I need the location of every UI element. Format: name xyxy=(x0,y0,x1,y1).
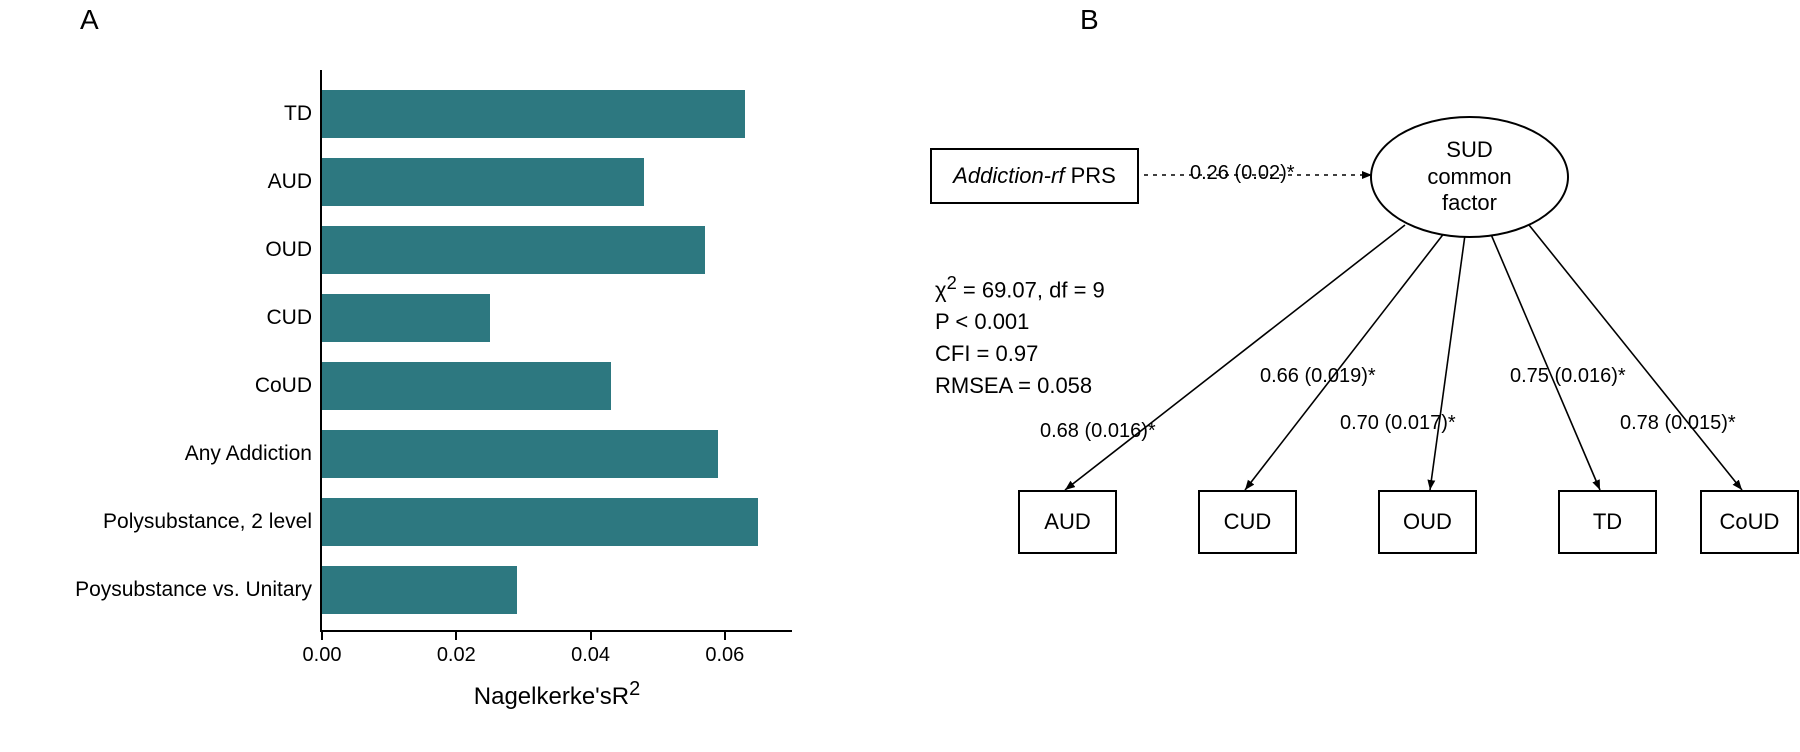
panel-b-sem-diagram: Addiction-rf PRS 0.26 (0.02)* SUD common… xyxy=(900,110,1760,670)
bar xyxy=(322,430,718,478)
panel-label-a: A xyxy=(80,4,99,36)
latent-label: SUD common factor xyxy=(1427,137,1511,216)
bar xyxy=(322,498,758,546)
indicator-box-cud: CUD xyxy=(1198,490,1297,554)
indicator-box-aud: AUD xyxy=(1018,490,1117,554)
indicator-box-td: TD xyxy=(1558,490,1657,554)
x-axis-title: Nagelkerke'sR2 xyxy=(322,678,792,711)
prs-italic: Addiction-rf xyxy=(953,163,1064,188)
indicator-label: OUD xyxy=(1403,509,1452,535)
indicator-label: CUD xyxy=(1224,509,1272,535)
y-axis-category-label: TD xyxy=(284,102,312,126)
x-axis-tick xyxy=(455,630,457,640)
y-axis-category-label: OUD xyxy=(265,238,312,262)
latent-line1: SUD xyxy=(1446,137,1492,162)
fit-statistics: χ2 = 69.07, df = 9 P < 0.001 CFI = 0.97 … xyxy=(935,270,1105,402)
panel-label-b: B xyxy=(1080,4,1099,36)
y-axis-category-label: Polysubstance, 2 level xyxy=(103,510,312,534)
fit-cfi: CFI = 0.97 xyxy=(935,338,1105,370)
indicator-box-oud: OUD xyxy=(1378,490,1477,554)
x-axis-tick xyxy=(724,630,726,640)
indicator-box-coud: CoUD xyxy=(1700,490,1799,554)
y-axis-category-label: Any Addiction xyxy=(185,442,312,466)
x-axis-tick xyxy=(321,630,323,640)
bar xyxy=(322,226,705,274)
bar xyxy=(322,90,745,138)
loading-coud: 0.78 (0.015)* xyxy=(1620,412,1736,435)
latent-factor-ellipse: SUD common factor xyxy=(1370,116,1569,238)
loading-oud: 0.70 (0.017)* xyxy=(1340,412,1456,435)
x-axis-tick-label: 0.06 xyxy=(705,644,744,667)
x-axis-tick-label: 0.00 xyxy=(303,644,342,667)
loading-aud: 0.68 (0.016)* xyxy=(1040,420,1156,443)
fit-p: P < 0.001 xyxy=(935,306,1105,338)
y-axis-category-label: CoUD xyxy=(255,374,312,398)
bar xyxy=(322,158,644,206)
path-label-prs-to-latent: 0.26 (0.02)* xyxy=(1190,162,1295,185)
y-axis-category-label: Poysubstance vs. Unitary xyxy=(75,578,312,602)
y-axis-category-label: CUD xyxy=(267,306,313,330)
latent-line3: factor xyxy=(1442,190,1497,215)
fit-chi2: χ2 = 69.07, df = 9 xyxy=(935,270,1105,306)
x-axis-tick xyxy=(590,630,592,640)
y-axis-category-label: AUD xyxy=(268,170,312,194)
prs-rest: PRS xyxy=(1064,163,1115,188)
chart-plot-area: Nagelkerke'sR2 TDAUDOUDCUDCoUDAny Addict… xyxy=(320,70,792,632)
bar xyxy=(322,294,490,342)
indicator-label: TD xyxy=(1593,509,1622,535)
bar xyxy=(322,362,611,410)
loading-cud: 0.66 (0.019)* xyxy=(1260,365,1376,388)
latent-line2: common xyxy=(1427,164,1511,189)
prs-box: Addiction-rf PRS xyxy=(930,148,1139,204)
x-axis-tick-label: 0.04 xyxy=(571,644,610,667)
indicator-label: AUD xyxy=(1044,509,1090,535)
panel-a-bar-chart: Nagelkerke'sR2 TD AUD OUD CUD CoUD Any Addict… xyxy=(50,40,850,720)
loading-td: 0.75 (0.016)* xyxy=(1510,365,1626,388)
figure-container: A B Nagelkerke'sR2 TD AUD OUD CUD CoUD Any Ad… xyxy=(0,0,1800,752)
bar xyxy=(322,566,517,614)
indicator-label: CoUD xyxy=(1720,509,1780,535)
fit-rmsea: RMSEA = 0.058 xyxy=(935,370,1105,402)
prs-box-label: Addiction-rf PRS xyxy=(953,163,1116,189)
x-axis-tick-label: 0.02 xyxy=(437,644,476,667)
